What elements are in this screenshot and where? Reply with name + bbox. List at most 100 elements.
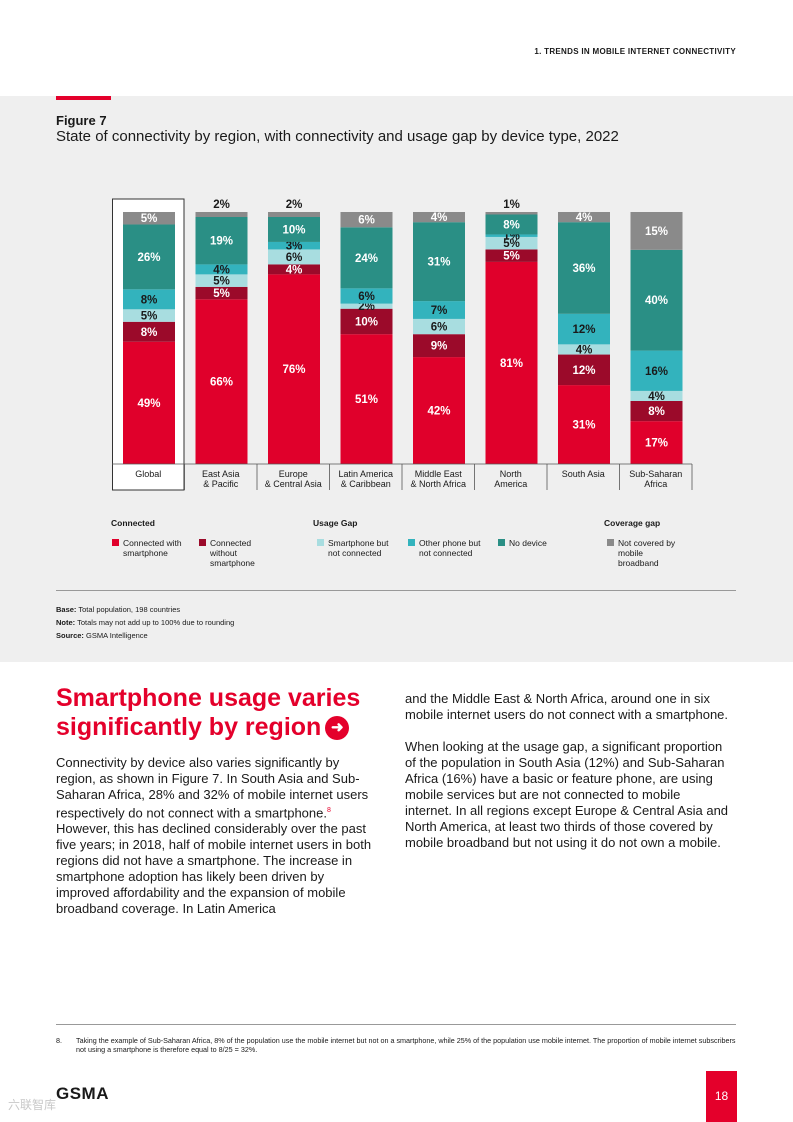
bar-segment xyxy=(268,249,320,265)
legend-label-connected-smartphone: Connected with smartphone xyxy=(123,538,182,558)
data-label: 24% xyxy=(355,253,378,265)
bar-segment xyxy=(123,321,175,342)
data-label: 17% xyxy=(645,438,668,450)
category-label: South Asia xyxy=(562,469,605,479)
data-label: 4% xyxy=(576,344,593,356)
bar-segment xyxy=(268,212,320,217)
legend-coverage-head: Coverage gap xyxy=(604,518,661,528)
bar-segment xyxy=(268,216,320,242)
bar-segment xyxy=(123,212,175,225)
data-label: 42% xyxy=(427,406,450,418)
data-label: 6% xyxy=(431,322,448,334)
data-label: 36% xyxy=(572,263,595,275)
category-label: Africa xyxy=(644,479,667,489)
category-label: & North Africa xyxy=(410,479,466,489)
figure-notes: Base: Total population, 198 countries No… xyxy=(56,603,234,642)
section-header: 1. TRENDS IN MOBILE INTERNET CONNECTIVIT… xyxy=(534,47,736,56)
data-label: 6% xyxy=(358,215,375,227)
arrow-right-icon[interactable]: ➜ xyxy=(325,716,350,741)
bar-segment xyxy=(123,289,175,310)
data-label: 16% xyxy=(645,366,668,378)
category-label: America xyxy=(494,479,527,489)
data-label: 2% xyxy=(286,199,303,211)
legend-label-other-phone-not-connected: Other phone but not connected xyxy=(419,538,481,558)
bar-segment xyxy=(268,241,320,250)
legend-swatch-connected-without-smartphone xyxy=(199,539,206,546)
data-label: 19% xyxy=(210,236,233,248)
bar-segment xyxy=(195,212,248,217)
left-para-part-1: Connectivity by device also varies signi… xyxy=(56,755,369,821)
bar-segment xyxy=(558,354,610,386)
bar-segment xyxy=(630,212,683,250)
bar-segment xyxy=(485,212,538,215)
bar-segment xyxy=(413,318,465,335)
footnote-text: Taking the example of Sub-Saharan Africa… xyxy=(76,1036,736,1054)
note-text: Totals may not add up to 100% due to rou… xyxy=(77,618,235,627)
data-label: 6% xyxy=(358,291,375,303)
base-text: Total population, 198 countries xyxy=(78,605,181,614)
legend-label-not-covered: Not covered by mobile broadband xyxy=(618,538,676,568)
data-label: 7% xyxy=(431,305,448,317)
legend-swatch-connected-smartphone xyxy=(112,539,119,546)
bar-segment xyxy=(630,390,683,401)
legend-usage-head: Usage Gap xyxy=(313,518,358,528)
data-label: 2% xyxy=(213,199,230,211)
data-label: 15% xyxy=(645,226,668,238)
bar-segment xyxy=(195,264,248,275)
footnote-divider xyxy=(56,1024,736,1025)
source-text: GSMA Intelligence xyxy=(86,631,148,640)
bar-segment xyxy=(340,334,393,464)
bar-segment xyxy=(123,341,175,464)
category-label: & Pacific xyxy=(203,479,239,489)
bar-segment xyxy=(413,212,465,223)
bar-segment xyxy=(340,308,393,335)
data-label: 9% xyxy=(431,341,448,353)
data-label: 8% xyxy=(141,294,158,306)
data-label: 4% xyxy=(431,212,448,224)
bar-segment xyxy=(268,264,320,275)
bar-segment xyxy=(195,286,248,300)
data-label: 12% xyxy=(572,365,595,377)
article-left-column: Connectivity by device also varies signi… xyxy=(56,755,376,933)
base-label: Base: xyxy=(56,605,77,614)
bar-segment xyxy=(413,301,465,319)
category-label: Middle East xyxy=(415,469,463,479)
category-label: & Caribbean xyxy=(341,479,391,489)
bar-segment xyxy=(195,299,248,464)
bar-segment xyxy=(413,222,465,302)
bar-segment xyxy=(123,309,175,322)
gsma-logo: GSMA xyxy=(56,1084,109,1103)
data-label: 10% xyxy=(355,316,378,328)
source-label: Source: xyxy=(56,631,84,640)
bar-segment xyxy=(340,212,393,228)
article-right-column: and the Middle East & North Africa, arou… xyxy=(405,691,730,867)
data-label: 8% xyxy=(141,327,158,339)
bar-segment xyxy=(340,288,393,304)
article-heading-text: Smartphone usage varies significantly by… xyxy=(56,684,361,741)
data-label: 4% xyxy=(576,212,593,224)
data-label: 2% xyxy=(358,301,375,313)
bar-segment xyxy=(268,274,320,464)
note-label: Note: xyxy=(56,618,76,627)
data-label: 4% xyxy=(213,264,230,276)
legend-connected-head: Connected xyxy=(111,518,155,528)
category-label: Europe xyxy=(279,469,308,479)
footnote-ref[interactable]: 8 xyxy=(326,807,331,814)
article-right-paragraph-1: and the Middle East & North Africa, arou… xyxy=(405,691,729,722)
bar-segment xyxy=(558,385,610,464)
data-label: 10% xyxy=(282,224,305,236)
data-label: 26% xyxy=(137,252,160,264)
watermark: 六联智库 xyxy=(8,1098,57,1112)
data-label: 5% xyxy=(213,288,230,300)
data-label: 5% xyxy=(503,251,520,263)
figure-accent-bar xyxy=(56,96,111,100)
bar-segment xyxy=(413,357,465,464)
data-label: 5% xyxy=(213,276,230,288)
bar-segment xyxy=(558,313,610,345)
category-label: Global xyxy=(135,469,161,479)
bar-segment xyxy=(485,261,538,464)
legend-swatch-not-covered xyxy=(607,539,614,546)
legend-swatch-other-phone-not-connected xyxy=(408,539,415,546)
article-heading: Smartphone usage varies significantly by… xyxy=(56,684,396,742)
bar-segment xyxy=(558,212,610,223)
